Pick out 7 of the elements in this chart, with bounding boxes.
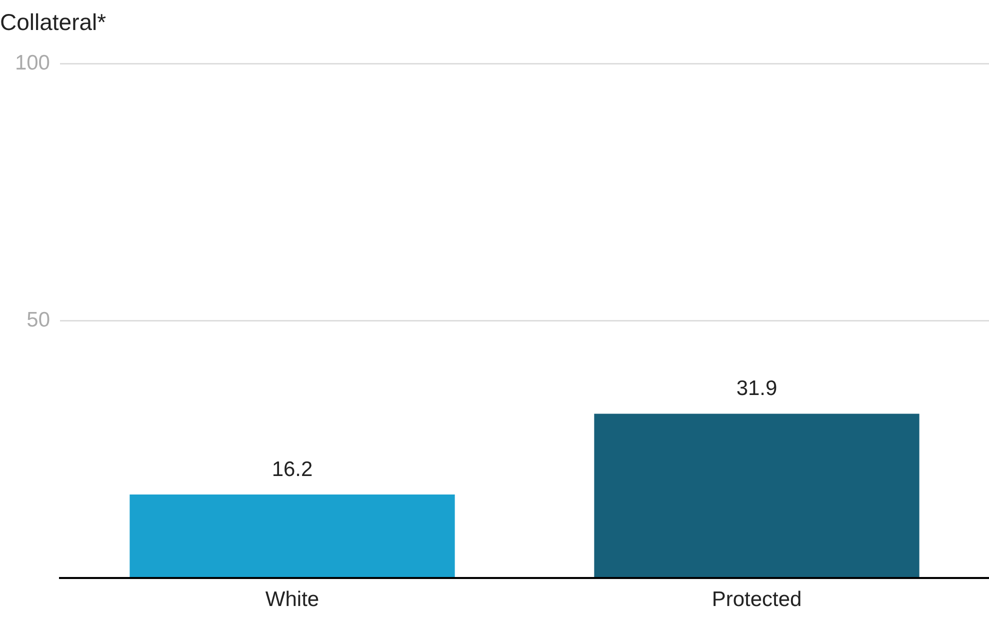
x-tick-label: Protected bbox=[712, 588, 802, 612]
y-tick-label: 50 bbox=[26, 308, 50, 332]
x-tick-label: White bbox=[265, 588, 320, 612]
y-tick-label: 100 bbox=[14, 51, 50, 74]
data-label: 31.9 bbox=[736, 377, 778, 400]
data-label: 16.2 bbox=[272, 458, 313, 481]
chart-title: Collateral* bbox=[0, 9, 106, 36]
